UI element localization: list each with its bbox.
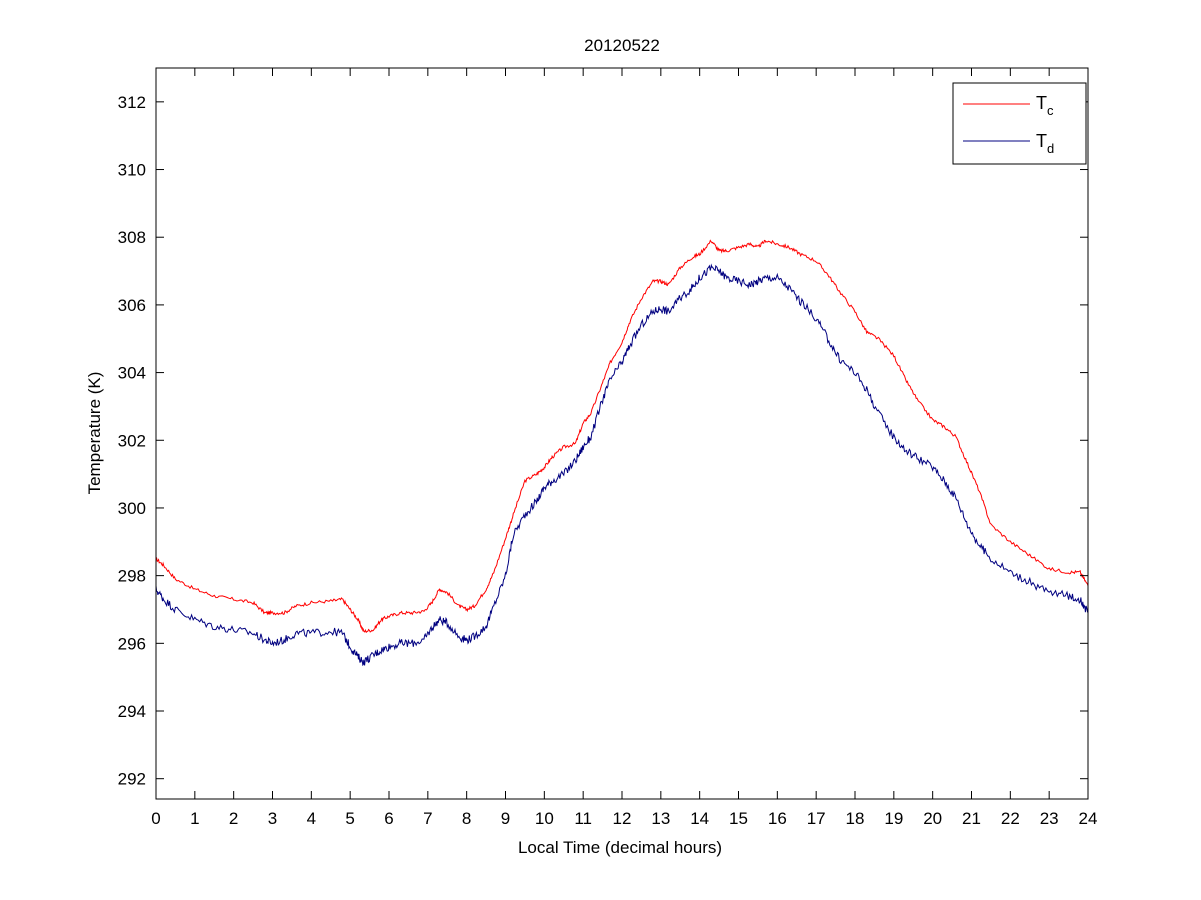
legend-label-td: Td bbox=[1036, 131, 1054, 156]
x-tick-label: 1 bbox=[190, 809, 199, 828]
chart-title: 20120522 bbox=[584, 36, 660, 55]
x-axis-ticks: 0 1 2 3 4 5 6 7 8 9 10 11 12 13 14 15 16 17 18 19 20 21 22 23 24 bbox=[151, 68, 1097, 828]
x-tick-label: 10 bbox=[535, 809, 554, 828]
x-tick-label: 4 bbox=[307, 809, 316, 828]
y-tick-label: 298 bbox=[118, 567, 146, 586]
legend: Tc Td bbox=[952, 82, 1087, 165]
x-tick-label: 21 bbox=[962, 809, 981, 828]
x-tick-label: 7 bbox=[423, 809, 432, 828]
x-tick-label: 12 bbox=[613, 809, 632, 828]
y-tick-label: 292 bbox=[118, 770, 146, 789]
x-tick-label: 23 bbox=[1040, 809, 1059, 828]
x-tick-label: 22 bbox=[1001, 809, 1020, 828]
x-tick-label: 3 bbox=[268, 809, 277, 828]
x-tick-label: 13 bbox=[651, 809, 670, 828]
y-tick-label: 310 bbox=[118, 161, 146, 180]
y-tick-label: 312 bbox=[118, 93, 146, 112]
series-line-Td bbox=[155, 263, 1089, 667]
series-layer bbox=[155, 239, 1089, 667]
x-tick-label: 6 bbox=[384, 809, 393, 828]
x-tick-label: 15 bbox=[729, 809, 748, 828]
x-tick-label: 0 bbox=[151, 809, 160, 828]
plot-area: 0 1 2 3 4 5 6 7 8 9 10 11 12 13 14 15 16 17 18 19 20 21 22 23 24… bbox=[118, 67, 1097, 828]
x-tick-label: 20 bbox=[923, 809, 942, 828]
y-tick-label: 296 bbox=[118, 634, 146, 653]
legend-box bbox=[952, 82, 1087, 165]
series-line-Tc bbox=[155, 239, 1089, 634]
x-tick-label: 24 bbox=[1079, 809, 1098, 828]
x-axis-label: Local Time (decimal hours) bbox=[518, 838, 722, 857]
y-tick-label: 308 bbox=[118, 228, 146, 247]
x-tick-label: 2 bbox=[229, 809, 238, 828]
x-tick-label: 9 bbox=[501, 809, 510, 828]
x-tick-label: 5 bbox=[345, 809, 354, 828]
y-tick-label: 300 bbox=[118, 499, 146, 518]
y-tick-label: 302 bbox=[118, 431, 146, 450]
y-axis-label: Temperature (K) bbox=[85, 372, 104, 495]
x-tick-label: 19 bbox=[884, 809, 903, 828]
y-tick-label: 306 bbox=[118, 296, 146, 315]
x-tick-label: 18 bbox=[846, 809, 865, 828]
y-tick-label: 304 bbox=[118, 364, 146, 383]
x-tick-label: 8 bbox=[462, 809, 471, 828]
x-tick-label: 11 bbox=[574, 809, 592, 828]
legend-label-tc: Tc bbox=[1036, 93, 1054, 118]
y-tick-label: 294 bbox=[118, 702, 146, 721]
x-tick-label: 14 bbox=[690, 809, 709, 828]
x-tick-label: 16 bbox=[768, 809, 787, 828]
x-tick-label: 17 bbox=[807, 809, 826, 828]
